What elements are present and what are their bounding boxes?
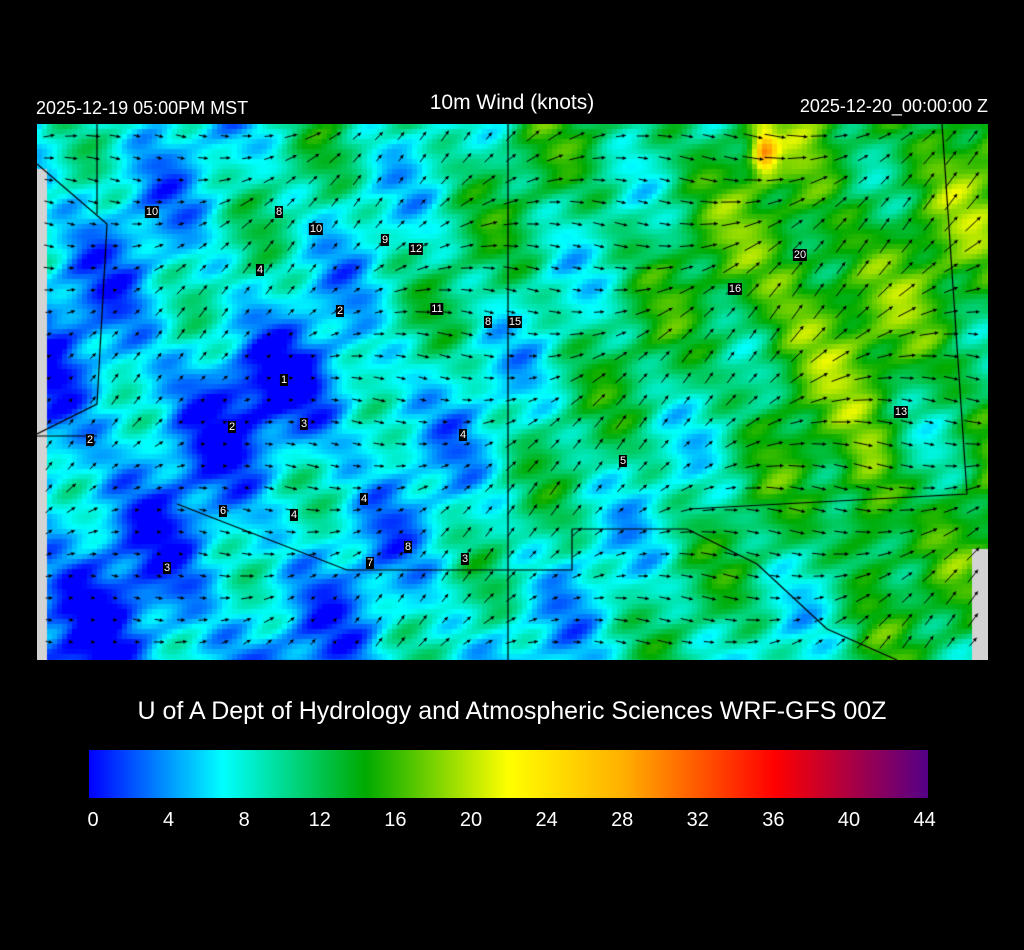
station-wind-label: 4 — [255, 264, 265, 276]
colorbar-tick: 28 — [611, 809, 634, 831]
valid-time: 2025-12-20_00:00:00 Z — [799, 96, 988, 116]
local-time: 2025-12-19 05:00PM MST — [36, 98, 249, 118]
station-wind-label: 13 — [893, 406, 909, 418]
station-wind-label: 3 — [299, 418, 309, 430]
station-wind-label: 2 — [85, 434, 95, 446]
station-wind-label: 6 — [218, 505, 228, 517]
station-wind-label: 5 — [618, 455, 628, 467]
station-wind-label: 15 — [507, 316, 523, 328]
colorbar-tick: 4 — [163, 809, 175, 831]
station-wind-label: 3 — [162, 562, 172, 574]
station-wind-label: 2 — [227, 421, 237, 433]
colorbar-tick: 16 — [384, 809, 407, 831]
station-wind-label: 4 — [359, 493, 369, 505]
station-wind-label: 3 — [460, 553, 470, 565]
map-title: 10m Wind (knots) — [429, 91, 595, 114]
colorbar-tick: 32 — [686, 809, 709, 831]
station-wind-label: 2 — [335, 305, 345, 317]
colorbar-tick: 12 — [308, 809, 331, 831]
station-wind-label: 4 — [289, 509, 299, 521]
station-wind-label: 9 — [380, 234, 390, 246]
colorbar-tick: 44 — [913, 809, 936, 831]
wind-speed-map — [37, 124, 988, 660]
station-wind-label: 11 — [430, 303, 444, 315]
colorbar-tick: 20 — [459, 809, 483, 831]
station-wind-label: 8 — [274, 206, 284, 218]
station-wind-label: 12 — [408, 243, 424, 255]
station-wind-label: 4 — [458, 429, 468, 441]
colorbar-tick: 24 — [535, 809, 558, 831]
credit-text: U of A Dept of Hydrology and Atmospheric… — [137, 697, 887, 725]
colorbar-tick: 40 — [837, 809, 861, 831]
station-wind-label: 10 — [308, 223, 324, 235]
colorbar-tick: 0 — [87, 809, 99, 831]
station-wind-label: 7 — [365, 557, 375, 569]
station-wind-label: 8 — [483, 316, 493, 328]
station-wind-label: 16 — [727, 283, 743, 295]
colorbar-tick: 36 — [762, 809, 785, 831]
station-wind-label: 20 — [792, 249, 808, 261]
station-wind-label: 1 — [279, 374, 289, 386]
station-wind-label: 10 — [144, 206, 160, 218]
colorbar — [89, 750, 928, 798]
colorbar-tick: 8 — [238, 809, 250, 831]
station-wind-label: 8 — [403, 541, 413, 553]
